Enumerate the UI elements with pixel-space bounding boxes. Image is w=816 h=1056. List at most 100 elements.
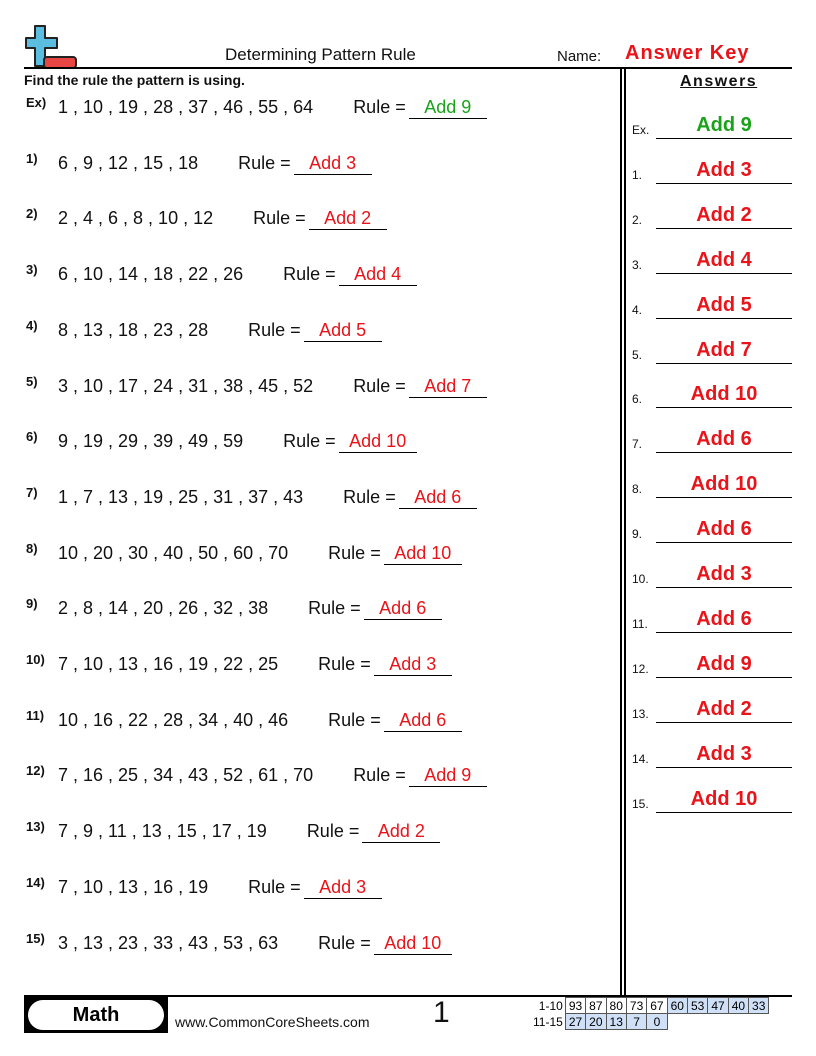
website-link[interactable]: www.CommonCoreSheets.com	[175, 1014, 370, 1030]
plus-minus-logo-icon	[25, 25, 77, 69]
rule-label: Rule =	[248, 319, 301, 340]
rule-label: Rule =	[353, 765, 406, 786]
answer-row: 11. Add 6	[632, 607, 792, 633]
answer-value[interactable]: Add 5	[656, 292, 792, 319]
answer-value[interactable]: Add 7	[656, 337, 792, 364]
answer-value[interactable]: Add 6	[656, 516, 792, 544]
rule-answer[interactable]: Add 10	[373, 933, 452, 955]
answer-number: 14.	[632, 751, 649, 766]
rule-answer[interactable]: Add 5	[303, 320, 382, 342]
pattern-sequence: 9 , 19 , 29 , 39 , 49 , 59	[58, 431, 244, 452]
problem-number: 8)	[26, 540, 38, 556]
rule-label: Rule =	[283, 431, 336, 452]
score-cell: 67	[646, 997, 668, 1014]
pattern-sequence: 7 , 9 , 11 , 13 , 15 , 17 , 19	[58, 821, 267, 842]
problem-row: 6) 9 , 19 , 29 , 39 , 49 , 59 Rule = Add 10	[26, 429, 417, 461]
pattern-sequence: 3 , 10 , 17 , 24 , 31 , 38 , 45 , 52	[58, 375, 314, 396]
answer-number: 9.	[632, 527, 643, 542]
rule-answer[interactable]: Add 6	[363, 598, 442, 621]
answer-number: 6.	[632, 392, 643, 407]
pattern-sequence: 7 , 10 , 13 , 16 , 19	[58, 876, 209, 897]
answer-value[interactable]: Add 6	[656, 426, 792, 454]
answer-value[interactable]: Add 6	[656, 606, 792, 633]
rule-label: Rule =	[353, 375, 406, 396]
problem-row: 12) 7 , 16 , 25 , 34 , 43 , 52 , 61 , 70 R…	[26, 763, 487, 795]
answer-row: 1. Add 3	[632, 158, 792, 184]
rule-answer[interactable]: Add 10	[338, 431, 417, 454]
answer-value[interactable]: Add 3	[656, 157, 792, 184]
rule-answer[interactable]: Add 6	[398, 487, 477, 509]
rule-answer[interactable]: Add 6	[383, 710, 462, 732]
answer-number: 5.	[632, 347, 643, 362]
score-cell: 73	[625, 997, 648, 1014]
answer-value[interactable]: Add 3	[656, 561, 792, 588]
rule-answer[interactable]: Add 3	[293, 153, 372, 175]
problem-row: 1) 6 , 9 , 12 , 15 , 18 Rule = Add 3	[26, 150, 372, 183]
problem-row: 4) 8 , 13 , 18 , 23 , 28 Rule = Add 5	[26, 317, 382, 350]
pattern-sequence: 7 , 16 , 25 , 34 , 43 , 52 , 61 , 70	[58, 765, 314, 786]
answer-value[interactable]: Add 10	[656, 381, 792, 409]
problem-number: 1)	[26, 150, 38, 166]
answer-number: 15.	[632, 796, 649, 811]
score-cell: 87	[585, 997, 607, 1014]
problem-row: 15) 3 , 13 , 23 , 33 , 43 , 53 , 63 Rule =…	[26, 931, 452, 963]
answer-value[interactable]: Add 3	[656, 741, 792, 768]
divider	[624, 69, 626, 995]
rule-label: Rule =	[306, 821, 360, 842]
answer-number: 2.	[632, 212, 643, 227]
rule-answer[interactable]: Add 2	[362, 821, 441, 844]
rule-answer[interactable]: Add 3	[373, 654, 452, 676]
rule-label: Rule =	[318, 932, 371, 953]
answer-row: 2. Add 2	[632, 203, 792, 229]
rule-answer[interactable]: Add 4	[338, 264, 417, 287]
rule-label: Rule =	[308, 598, 361, 619]
rule-label: Rule =	[248, 876, 301, 897]
answer-value[interactable]: Add 10	[656, 786, 792, 813]
rule-label: Rule =	[343, 486, 396, 507]
rule-answer[interactable]: Add 9	[408, 765, 487, 788]
rule-answer[interactable]: Add 7	[408, 376, 487, 398]
rule-answer[interactable]: Add 3	[303, 877, 382, 899]
score-range-label: 1-10	[538, 998, 563, 1013]
answer-value[interactable]: Add 10	[656, 471, 792, 499]
problem-row: 13) 7 , 9 , 11 , 13 , 15 , 17 , 19 Rule = A…	[26, 819, 441, 851]
score-cell: 0	[646, 1013, 668, 1030]
answer-number: 11.	[632, 616, 648, 631]
rule-label: Rule =	[238, 152, 291, 173]
rule-answer[interactable]: Add 10	[383, 543, 462, 565]
problem-row: 9) 2 , 8 , 14 , 20 , 26 , 32 , 38 Rule = Ad…	[26, 596, 442, 628]
score-cell: 80	[605, 997, 627, 1014]
problem-row: Ex) 1 , 10 , 19 , 28 , 37 , 46 , 55 , 64 R…	[26, 95, 487, 127]
rule-answer[interactable]: Add 2	[308, 208, 387, 231]
answer-value[interactable]: Add 9	[656, 651, 792, 678]
answer-value[interactable]: Add 2	[656, 696, 792, 723]
score-cell: 53	[686, 997, 709, 1014]
problem-row: 3) 6 , 10 , 14 , 18 , 22 , 26 Rule = Add 4	[26, 262, 417, 294]
problem-number: 7)	[26, 484, 38, 500]
problem-number: 9)	[26, 596, 38, 612]
answer-value[interactable]: Add 2	[656, 202, 792, 229]
problem-row: 5) 3 , 10 , 17 , 24 , 31 , 38 , 45 , 52 Ru…	[26, 373, 487, 406]
problem-number: 4)	[26, 317, 38, 333]
rule-answer[interactable]: Add 9	[408, 97, 487, 119]
answer-value[interactable]: Add 9	[656, 112, 792, 139]
answer-number: 3.	[632, 257, 643, 272]
problem-number: 5)	[26, 373, 38, 389]
problem-number: 10)	[26, 652, 45, 667]
pattern-sequence: 8 , 13 , 18 , 23 , 28	[58, 319, 209, 340]
problem-row: 14) 7 , 10 , 13 , 16 , 19 Rule = Add 3	[26, 875, 382, 907]
pattern-sequence: 1 , 7 , 13 , 19 , 25 , 31 , 37 , 43	[58, 486, 304, 507]
score-cell: 60	[666, 997, 688, 1014]
answer-number: 1.	[632, 167, 643, 182]
score-table: 1-10 93 87 80 73 67 60 53 47 40 33 11-15 27 20 13 7 0	[530, 997, 770, 1030]
rule-label: Rule =	[353, 97, 406, 117]
answer-number: 8.	[632, 482, 643, 497]
answer-row: 8. Add 10	[632, 471, 792, 499]
answer-row: 14. Add 3	[632, 742, 792, 768]
rule-label: Rule =	[253, 208, 306, 229]
answer-value[interactable]: Add 4	[656, 247, 792, 274]
pattern-sequence: 10 , 16 , 22 , 28 , 34 , 40 , 46	[58, 709, 289, 730]
answer-row: 13. Add 2	[632, 697, 792, 723]
problem-row: 2) 2 , 4 , 6 , 8 , 10 , 12 Rule = Add 2	[26, 206, 387, 238]
score-cell: 93	[564, 997, 587, 1014]
